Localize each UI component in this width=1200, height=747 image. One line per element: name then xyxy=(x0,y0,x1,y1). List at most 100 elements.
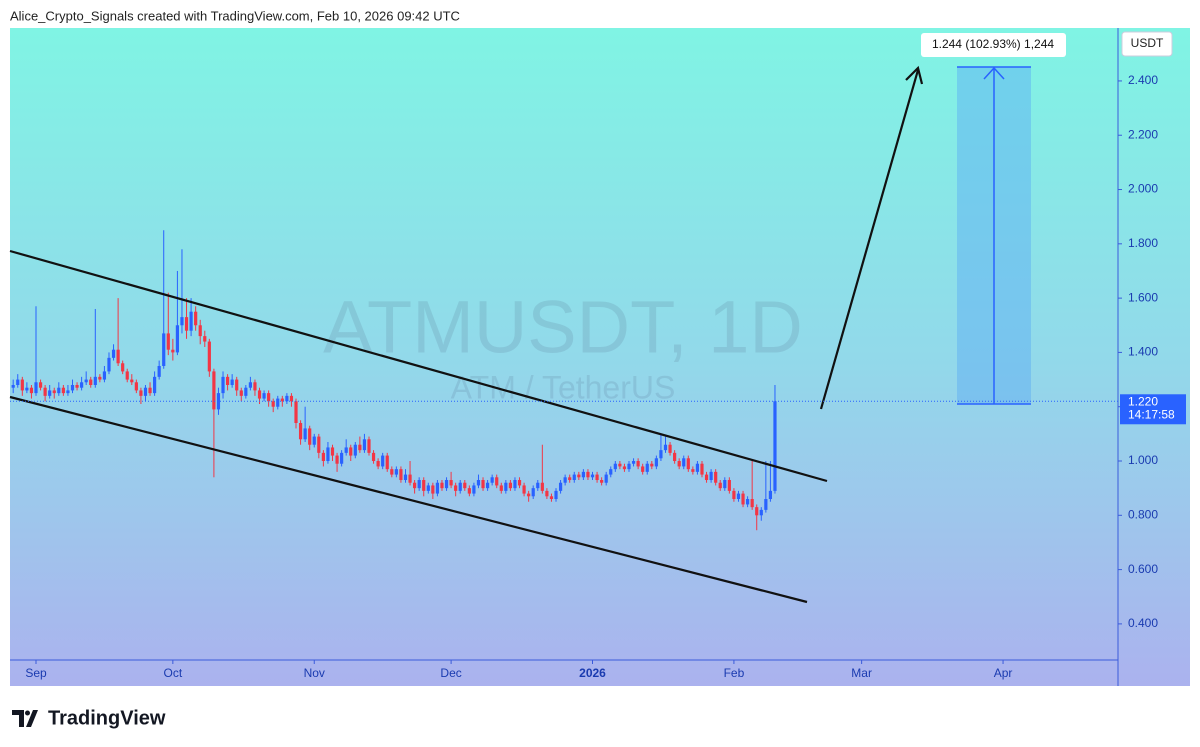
candle-body xyxy=(248,382,252,388)
candle-body xyxy=(755,507,759,516)
candle-body xyxy=(609,469,613,475)
candle-body xyxy=(517,480,522,486)
logo-dot xyxy=(25,710,30,716)
x-tick-label: Mar xyxy=(851,666,872,680)
candle-body xyxy=(321,452,325,462)
candle-body xyxy=(207,341,211,372)
x-tick-label: Sep xyxy=(25,666,47,680)
last-price-label: 1.220 xyxy=(1128,394,1158,408)
candle-body xyxy=(70,384,75,391)
channel-upper xyxy=(9,249,828,483)
candle-body xyxy=(184,317,189,331)
candle-body xyxy=(759,509,763,516)
candle-body xyxy=(440,482,444,489)
candle-body xyxy=(773,401,777,491)
candle-body xyxy=(718,482,722,489)
candle-body xyxy=(367,439,371,453)
candle-body xyxy=(230,379,234,385)
candle-body xyxy=(581,471,585,478)
candle-body xyxy=(435,482,440,494)
candle-body xyxy=(276,398,280,407)
candle-body xyxy=(481,480,485,489)
candle-body xyxy=(257,390,262,399)
watermark-subtitle: ATM / TetherUS xyxy=(451,369,676,405)
candle-body xyxy=(280,398,284,402)
candle-body xyxy=(554,490,558,500)
candle-body xyxy=(636,461,640,467)
candle-body xyxy=(271,401,275,407)
unit-label[interactable]: USDT xyxy=(1131,36,1164,50)
candle-body xyxy=(508,482,513,489)
candle-body xyxy=(390,469,394,475)
candle-body xyxy=(376,461,380,467)
candle-body xyxy=(317,436,321,453)
candle-body xyxy=(326,447,330,462)
candle-body xyxy=(590,474,595,478)
candle-body xyxy=(75,384,79,388)
candle-body xyxy=(84,379,88,383)
candle-body xyxy=(143,387,148,396)
footer: TradingView xyxy=(12,707,166,729)
candle-body xyxy=(25,387,29,391)
candle-body xyxy=(531,488,535,497)
candle-body xyxy=(344,447,348,453)
candle-body xyxy=(485,482,490,489)
candle-body xyxy=(216,393,221,410)
candle-body xyxy=(52,390,56,394)
candle-body xyxy=(93,376,97,385)
candle-body xyxy=(536,482,540,489)
candle-body xyxy=(194,311,198,326)
candle-body xyxy=(358,444,362,451)
candle-body xyxy=(353,444,357,456)
candle-body xyxy=(691,469,695,472)
candle-body xyxy=(444,480,449,489)
candle-body xyxy=(125,371,129,380)
candle-body xyxy=(746,499,750,505)
countdown-label: 14:17:58 xyxy=(1128,407,1175,421)
candle-body xyxy=(153,376,157,394)
header-text: Alice_Crypto_Signals created with Tradin… xyxy=(10,8,460,23)
candle-body xyxy=(595,474,599,481)
candle-body xyxy=(622,466,627,470)
candle-body xyxy=(130,379,134,383)
y-tick-label: 1.800 xyxy=(1128,236,1158,250)
candle-body xyxy=(422,480,426,491)
candle-body xyxy=(289,395,294,402)
logo-text: TradingView xyxy=(48,707,166,729)
unit-box[interactable] xyxy=(1121,31,1173,57)
candle-body xyxy=(171,349,175,353)
candle-body xyxy=(700,463,704,475)
candle-body xyxy=(362,439,367,451)
candle-body xyxy=(577,474,581,478)
candle-body xyxy=(134,382,138,391)
x-tick-label: Nov xyxy=(304,666,325,680)
candle-body xyxy=(472,485,476,494)
candle-body xyxy=(285,395,289,402)
candle-body xyxy=(111,349,116,358)
candle-body xyxy=(221,376,225,394)
y-tick-label: 2.000 xyxy=(1128,182,1158,196)
candle-body xyxy=(668,444,672,453)
candle-body xyxy=(303,428,307,440)
candle-body xyxy=(57,387,61,394)
candle-body xyxy=(102,371,107,380)
candle-body xyxy=(157,365,161,377)
candle-body xyxy=(677,461,681,467)
candle-body xyxy=(262,393,266,399)
x-tick-label: Apr xyxy=(994,666,1013,680)
candle-body xyxy=(298,423,303,440)
candle-body xyxy=(750,499,754,508)
candle-body xyxy=(504,482,508,491)
candle-body xyxy=(139,390,143,396)
candle-body xyxy=(741,493,745,505)
candle-body xyxy=(408,474,412,483)
candle-body xyxy=(121,363,125,372)
candle-body xyxy=(695,463,700,472)
candle-body xyxy=(490,477,494,483)
projection-arrow xyxy=(819,69,920,410)
candle-body xyxy=(654,458,658,467)
x-tick-label: Oct xyxy=(164,666,183,680)
y-tick-label: 1.600 xyxy=(1128,290,1158,304)
candle-body xyxy=(253,382,257,391)
measure-label-box xyxy=(921,33,1066,57)
